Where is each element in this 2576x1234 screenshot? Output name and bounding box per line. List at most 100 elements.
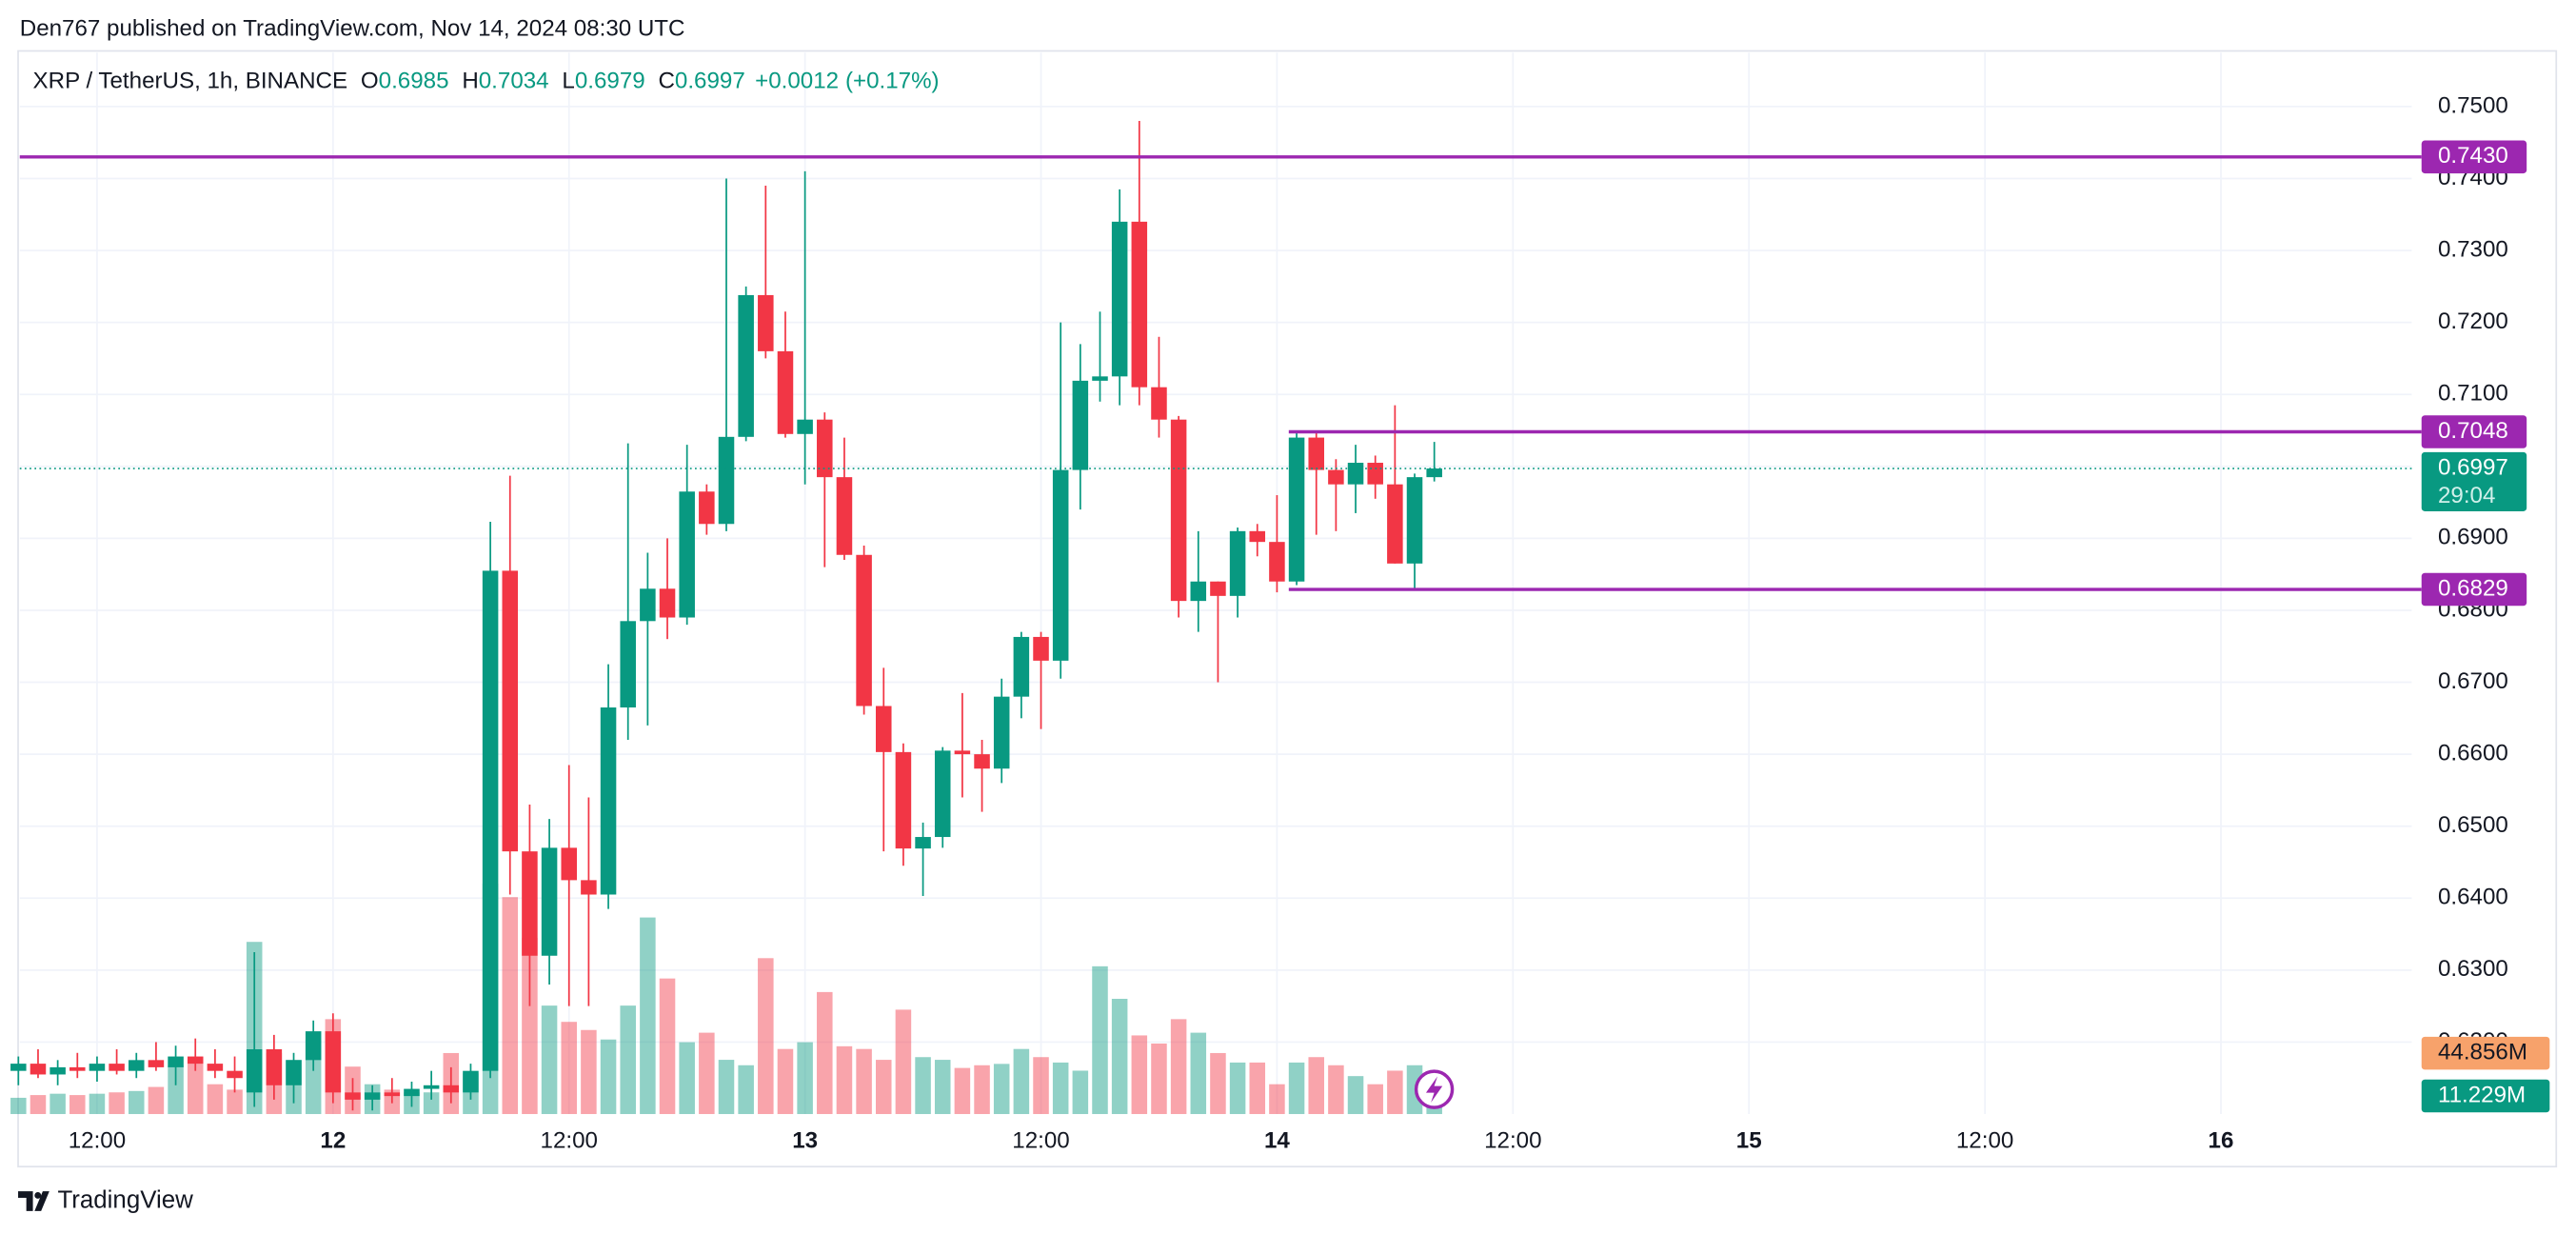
legend: XRP / TetherUS, 1h, BINANCE O0.6985 H0.703…: [33, 69, 940, 94]
volume-bar: [758, 958, 774, 1115]
candle-body: [620, 621, 636, 707]
candle-body: [1288, 437, 1305, 582]
candle-body: [1347, 463, 1364, 485]
volume-bar: [561, 1022, 577, 1115]
frame: [17, 50, 2558, 1168]
candle-body: [738, 294, 754, 437]
candle-body: [325, 1031, 342, 1093]
volume-bar: [1229, 1062, 1246, 1115]
volume-bar: [227, 1089, 243, 1115]
level-badge: [2421, 415, 2527, 448]
brand-logo: [18, 1191, 50, 1211]
volume-bar: [522, 937, 538, 1115]
volume-ma-badge: [2421, 1036, 2550, 1070]
candle-body: [384, 1092, 401, 1097]
candles: [10, 121, 1442, 1111]
candle-body: [679, 491, 695, 618]
volume-bar: [1111, 999, 1128, 1115]
bolt-icon: [1414, 1069, 1455, 1109]
volume-bar: [502, 897, 519, 1115]
y-tick-label: 0.6500: [2438, 812, 2508, 838]
candle-body: [423, 1085, 440, 1089]
candle-body: [148, 1060, 165, 1067]
y-tick-label: 0.7200: [2438, 308, 2508, 334]
x-tick-label: 12:00: [1956, 1128, 2013, 1154]
candle-body: [364, 1092, 381, 1100]
candle-body: [1229, 530, 1246, 596]
candle-body: [659, 588, 676, 618]
candle-body: [1308, 437, 1324, 470]
candle-body: [266, 1049, 283, 1085]
candle-body: [1406, 477, 1423, 564]
legend-change-pct: (+0.17%): [845, 69, 940, 94]
volume-bar: [797, 1042, 813, 1115]
x-tick-label: 12:00: [1484, 1128, 1541, 1154]
y-tick-label: 0.7500: [2438, 92, 2508, 118]
candle-body: [915, 837, 931, 849]
volume-bar: [640, 917, 656, 1115]
y-tick-label: 0.6300: [2438, 956, 2508, 982]
x-tick-label: 15: [1736, 1128, 1762, 1154]
level-label: 0.7430: [2438, 143, 2508, 169]
volume-bar: [600, 1039, 617, 1115]
candle-body: [1249, 530, 1266, 543]
volume-bar: [168, 1065, 184, 1115]
candle-body: [1367, 463, 1383, 485]
candle-body: [404, 1088, 420, 1097]
candle-body: [345, 1092, 361, 1100]
volume-bar: [148, 1086, 165, 1115]
candle-body: [541, 847, 558, 956]
legend-key: C: [658, 69, 674, 94]
volume-bar: [1151, 1043, 1167, 1115]
level-badge: [2421, 140, 2527, 174]
candle-body: [1013, 636, 1030, 697]
candle-body: [640, 588, 656, 622]
candle-body: [482, 570, 499, 1071]
volume-bar: [954, 1067, 971, 1115]
volume-bar: [1367, 1084, 1383, 1115]
volume-bar: [915, 1057, 931, 1115]
candle-body: [128, 1060, 145, 1071]
volume-bar: [1288, 1062, 1305, 1115]
volume-bar: [1347, 1076, 1364, 1115]
candle-body: [954, 750, 971, 755]
volume-bar: [679, 1042, 695, 1115]
volume-bar: [541, 1005, 558, 1115]
level-label: 0.6829: [2438, 575, 2508, 601]
candle-body: [875, 706, 892, 752]
candle-body: [1131, 221, 1148, 388]
legend-title: XRP / TetherUS, 1h, BINANCE: [33, 69, 348, 94]
volume-bar: [1210, 1052, 1226, 1115]
volume-bar: [1190, 1032, 1207, 1115]
publisher: Den767 published on TradingView.com, Nov…: [20, 15, 685, 41]
candle-body: [561, 847, 577, 881]
volume-bar: [1052, 1062, 1069, 1115]
volume-bar: [1387, 1070, 1403, 1115]
y-tick-label: 0.6600: [2438, 741, 2508, 766]
candle-body: [207, 1064, 224, 1071]
volume-bar: [581, 1029, 597, 1115]
candle-body: [895, 751, 912, 849]
overlays: 0.7430 0.7048 0.6829 0.6997 29:04 44.856M 11.2…: [19, 140, 2550, 1113]
volume-bar: [30, 1095, 47, 1115]
candle-body: [1190, 581, 1207, 602]
candle-body: [69, 1066, 86, 1071]
brand: TradingView: [57, 1186, 193, 1213]
candle-body: [1426, 468, 1442, 478]
candle-body: [718, 436, 735, 525]
candle-body: [502, 570, 519, 852]
legend-value: 0.6997: [675, 69, 745, 94]
volume-bar: [10, 1097, 27, 1115]
candle-body: [522, 851, 538, 956]
candle-body: [227, 1070, 243, 1079]
volume-bar: [817, 991, 833, 1115]
candle-body: [1151, 387, 1167, 420]
volume-bar: [1072, 1070, 1089, 1115]
candle-body: [1210, 581, 1226, 596]
level-label: 0.7048: [2438, 418, 2508, 444]
volume-last-badge: [2421, 1079, 2550, 1113]
legend-key: H: [462, 69, 478, 94]
volume-bar: [1308, 1057, 1324, 1115]
